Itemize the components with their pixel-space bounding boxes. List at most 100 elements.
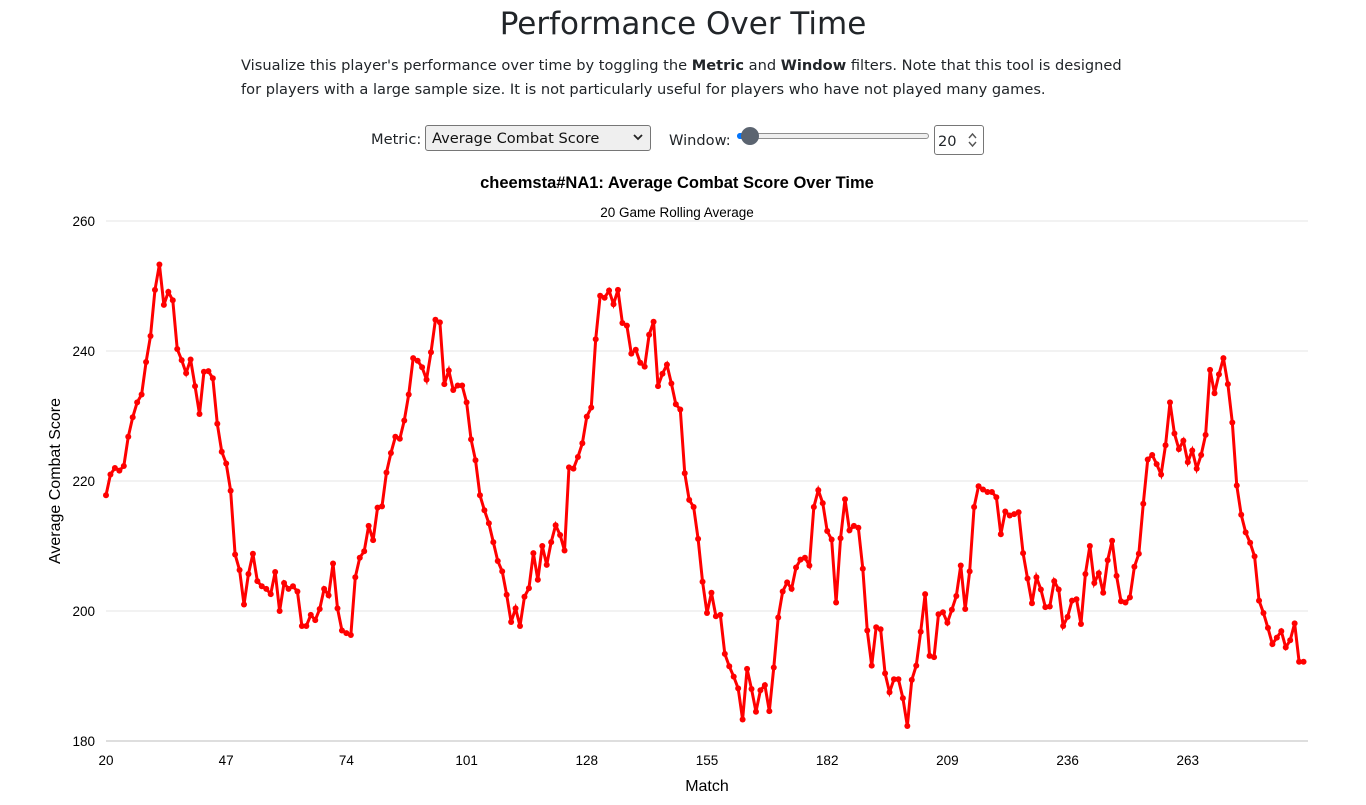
data-point[interactable] <box>1175 446 1182 453</box>
data-point[interactable] <box>525 585 532 592</box>
data-point[interactable] <box>236 567 243 574</box>
data-point[interactable] <box>788 585 795 592</box>
data-point[interactable] <box>962 606 969 613</box>
window-slider-thumb[interactable] <box>741 127 760 145</box>
data-point[interactable] <box>508 619 515 626</box>
data-point[interactable] <box>156 261 163 268</box>
data-point[interactable] <box>427 349 434 356</box>
data-point[interactable] <box>810 504 817 510</box>
data-point[interactable] <box>588 404 595 411</box>
data-point[interactable] <box>214 420 221 427</box>
data-point[interactable] <box>650 318 657 325</box>
data-point[interactable] <box>1224 381 1231 388</box>
data-point[interactable] <box>570 465 577 472</box>
data-point[interactable] <box>379 503 386 510</box>
data-point[interactable] <box>948 606 955 613</box>
data-point[interactable] <box>472 457 479 464</box>
data-point[interactable] <box>708 589 715 596</box>
data-point[interactable] <box>1269 641 1276 648</box>
data-point[interactable] <box>1060 622 1067 629</box>
data-point[interactable] <box>419 364 426 371</box>
data-point[interactable] <box>160 301 167 308</box>
data-point[interactable] <box>997 531 1004 538</box>
data-point[interactable] <box>975 483 982 490</box>
data-point[interactable] <box>824 528 831 535</box>
data-point[interactable] <box>663 361 670 368</box>
data-point[interactable] <box>966 568 973 575</box>
data-point[interactable] <box>993 494 1000 501</box>
data-point[interactable] <box>196 411 203 418</box>
data-point[interactable] <box>147 333 154 340</box>
data-point[interactable] <box>601 294 608 301</box>
data-point[interactable] <box>209 375 216 382</box>
data-point[interactable] <box>1296 658 1303 665</box>
data-point[interactable] <box>913 662 920 669</box>
data-point[interactable] <box>1028 600 1035 607</box>
data-point[interactable] <box>1291 620 1298 627</box>
data-point[interactable] <box>1086 543 1093 549</box>
data-point[interactable] <box>944 619 951 626</box>
data-point[interactable] <box>276 608 283 614</box>
data-point[interactable] <box>116 467 123 474</box>
data-point[interactable] <box>1207 366 1214 373</box>
data-point[interactable] <box>383 469 390 476</box>
data-point[interactable] <box>752 708 759 715</box>
data-point[interactable] <box>138 391 145 398</box>
data-point[interactable] <box>610 301 617 308</box>
data-point[interactable] <box>1046 603 1053 610</box>
data-point[interactable] <box>205 368 212 375</box>
data-point[interactable] <box>1055 586 1062 593</box>
data-point[interactable] <box>828 536 835 543</box>
data-point[interactable] <box>165 288 172 295</box>
data-point[interactable] <box>833 599 840 606</box>
data-point[interactable] <box>178 357 185 364</box>
data-point[interactable] <box>1158 471 1165 478</box>
data-point[interactable] <box>1144 456 1151 463</box>
data-point[interactable] <box>1015 509 1022 516</box>
data-point[interactable] <box>1256 597 1263 604</box>
data-point[interactable] <box>801 554 808 561</box>
data-point[interactable] <box>245 570 252 577</box>
data-point[interactable] <box>1109 537 1116 544</box>
data-point[interactable] <box>125 433 132 440</box>
data-point[interactable] <box>223 460 230 467</box>
data-point[interactable] <box>886 689 893 696</box>
data-point[interactable] <box>187 356 194 363</box>
data-point[interactable] <box>241 601 248 608</box>
data-point[interactable] <box>120 463 127 470</box>
data-point[interactable] <box>980 486 987 493</box>
data-point[interactable] <box>370 537 377 544</box>
data-point[interactable] <box>254 578 261 585</box>
data-point[interactable] <box>441 381 448 388</box>
data-point[interactable] <box>699 578 706 585</box>
data-point[interactable] <box>1042 604 1049 611</box>
data-point[interactable] <box>953 593 960 600</box>
data-point[interactable] <box>775 614 782 621</box>
data-point[interactable] <box>356 554 363 561</box>
data-point[interactable] <box>641 363 648 370</box>
data-point[interactable] <box>534 576 541 583</box>
data-point[interactable] <box>1153 461 1160 468</box>
data-point[interactable] <box>793 564 800 571</box>
data-point[interactable] <box>321 585 328 592</box>
data-point[interactable] <box>1211 390 1218 397</box>
data-point[interactable] <box>917 628 924 635</box>
data-point[interactable] <box>690 504 697 510</box>
data-point[interactable] <box>1180 437 1187 444</box>
data-point[interactable] <box>552 522 559 529</box>
data-point[interactable] <box>361 548 368 555</box>
data-point[interactable] <box>939 609 946 616</box>
data-point[interactable] <box>1242 529 1249 536</box>
data-point[interactable] <box>908 676 915 683</box>
data-point[interactable] <box>855 524 862 531</box>
data-point[interactable] <box>450 387 457 393</box>
data-point[interactable] <box>539 543 546 549</box>
data-point[interactable] <box>1264 624 1271 631</box>
data-point[interactable] <box>770 664 777 671</box>
data-point[interactable] <box>1037 586 1044 593</box>
data-point[interactable] <box>423 376 430 383</box>
data-point[interactable] <box>1282 644 1289 651</box>
data-point[interactable] <box>476 492 483 499</box>
data-point[interactable] <box>134 399 141 406</box>
data-point[interactable] <box>574 453 581 460</box>
